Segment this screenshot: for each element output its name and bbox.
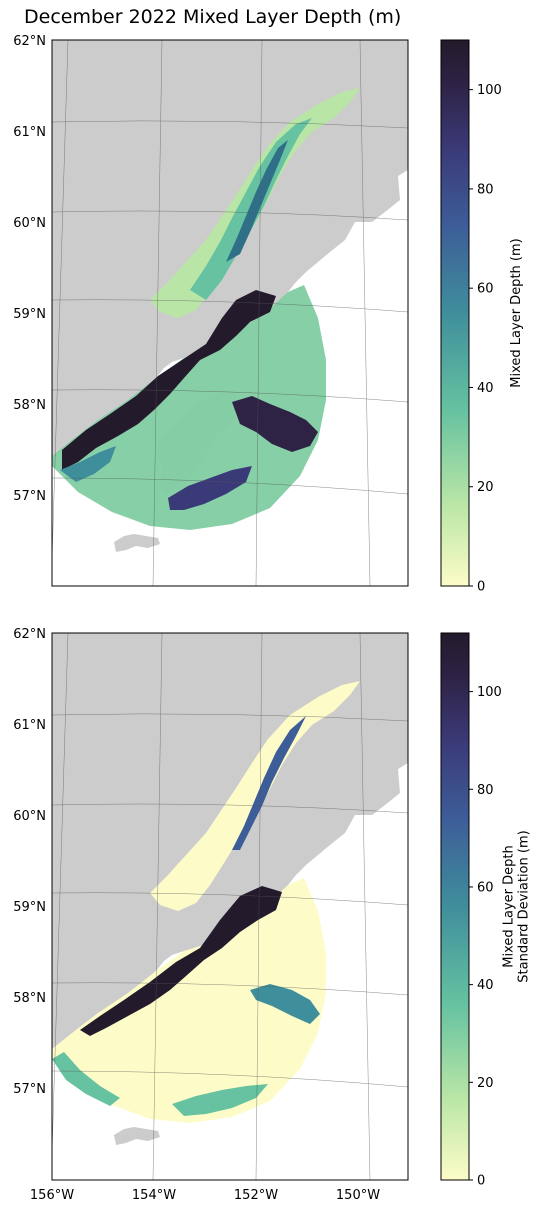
lat-tick-label: 62°N [13, 627, 46, 642]
colorbar-tick-label: 100 [477, 685, 502, 700]
lat-tick-label: 60°N [13, 809, 46, 824]
colorbar-tick-label: 80 [477, 182, 494, 197]
lat-tick-label: 59°N [13, 307, 46, 322]
colorbar-tick-label: 0 [477, 1174, 485, 1189]
colorbar-tick-label: 40 [477, 978, 494, 993]
lon-tick-label: 156°W [30, 1188, 74, 1203]
lon-tick-label: 152°W [234, 1188, 278, 1203]
std-outer-arc [52, 1052, 120, 1106]
std-inlet-pale [150, 681, 360, 911]
lat-tick-label: 57°N [13, 1082, 46, 1097]
figure-title: December 2022 Mixed Layer Depth (m) [24, 6, 402, 28]
map-frame [51, 39, 409, 587]
std-deep-core [80, 886, 282, 1036]
mld-mid-west [60, 446, 116, 482]
lat-tick-label: 58°N [13, 991, 46, 1006]
colorbar-label-text: Mixed Layer Depth (m) [509, 238, 524, 387]
lat-tick-label: 61°N [13, 125, 46, 140]
lat-tick-label: 60°N [13, 216, 46, 231]
lat-tick-label: 59°N [13, 900, 46, 915]
std-east-band [250, 984, 320, 1024]
colorbar-tick-label: 60 [477, 282, 494, 297]
map-panel-mean: 62°N 61°N 60°N 59°N 58°N 57°N 0 20 40 60 80 1… [13, 34, 524, 595]
colorbar-tick-label: 80 [477, 783, 494, 798]
colorbar-tick-label: 40 [477, 381, 494, 396]
lon-axis: 156°W 154°W 152°W 150°W [30, 1188, 380, 1203]
mld-deep-east [232, 396, 318, 452]
colorbar-tick-label: 60 [477, 880, 494, 895]
colorbar-tick-label: 100 [477, 83, 502, 98]
colorbar-label-line: Mixed Layer Depth (m) [509, 238, 524, 387]
colorbar-stddev: 0 20 40 60 80 100 Mixed Layer DepthStandard D… [440, 632, 532, 1189]
land-small-islands [114, 1127, 160, 1145]
map-panel-stddev: 62°N 61°N 60°N 59°N 58°N 57°N 156°W 154°… [13, 627, 531, 1203]
colorbar-gradient [440, 39, 470, 587]
colorbar-ticks: 0 20 40 60 80 100 [469, 83, 502, 595]
map-frame [51, 632, 409, 1181]
colorbar-label-text: Mixed Layer DepthStandard Deviation (m) [502, 830, 532, 982]
colorbar-tick-label: 20 [477, 480, 494, 495]
colorbar-tick-label: 0 [477, 580, 485, 595]
graticule [52, 633, 408, 1180]
lat-axis-mean: 62°N 61°N 60°N 59°N 58°N 57°N [13, 34, 46, 504]
colorbar-label-line: Standard Deviation (m) [517, 830, 532, 982]
lat-tick-label: 57°N [13, 489, 46, 504]
lon-tick-label: 154°W [132, 1188, 176, 1203]
lat-tick-label: 61°N [13, 718, 46, 733]
std-south-band [172, 1084, 268, 1116]
colorbar-label-line: Mixed Layer Depth [502, 845, 517, 967]
lon-tick-label: 150°W [336, 1188, 380, 1203]
mld-inlet-channel [226, 140, 288, 262]
colorbar-ticks: 0 20 40 60 80 100 [469, 685, 502, 1189]
lat-tick-label: 58°N [13, 398, 46, 413]
mld-deep-south [168, 466, 252, 510]
colorbar-mean: 0 20 40 60 80 100 Mixed Layer Depth (m) [440, 39, 524, 595]
graticule [52, 40, 408, 586]
mld-deep-core [62, 290, 276, 470]
lat-tick-label: 62°N [13, 34, 46, 49]
lat-axis-stddev: 62°N 61°N 60°N 59°N 58°N 57°N [13, 627, 46, 1097]
colorbar-label: Mixed Layer DepthStandard Deviation (m) [502, 830, 532, 982]
std-inlet-channel [232, 716, 306, 850]
colorbar-label: Mixed Layer Depth (m) [509, 238, 524, 387]
land-small-islands [114, 534, 160, 552]
colorbar-tick-label: 20 [477, 1076, 494, 1091]
colorbar-gradient [440, 632, 470, 1181]
